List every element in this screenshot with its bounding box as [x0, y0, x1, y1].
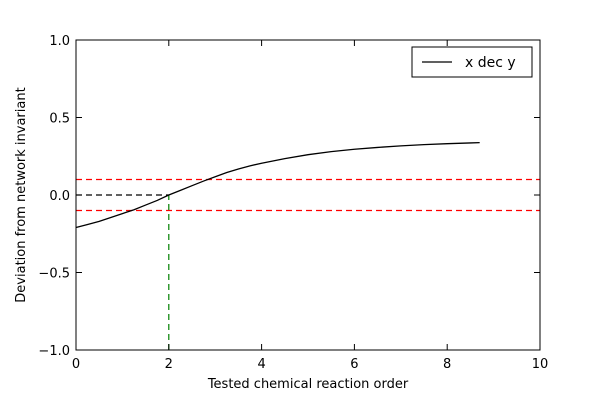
- x-axis-label: Tested chemical reaction order: [207, 377, 409, 392]
- y-tick-label: 0.5: [49, 112, 70, 127]
- y-tick-label: −1.0: [38, 344, 70, 359]
- x-tick-label: 4: [257, 357, 265, 372]
- series-line-0: [75, 141, 480, 229]
- y-tick-label: −0.5: [38, 267, 70, 282]
- x-tick-label: 2: [165, 357, 173, 372]
- x-axis: 0 2 4 6 8 10: [72, 40, 548, 372]
- plot-area: [76, 40, 540, 350]
- x-tick-label: 6: [350, 357, 358, 372]
- x-tick-label: 0: [72, 357, 80, 372]
- legend-entry: x dec y: [465, 55, 516, 71]
- y-tick-label: 0.0: [49, 189, 70, 204]
- x-tick-label: 10: [532, 357, 549, 372]
- y-tick-label: 1.0: [49, 34, 70, 49]
- reference-lines: [76, 178, 540, 350]
- y-axis: 1.0 0.5 0.0 −0.5 −1.0: [38, 34, 540, 359]
- y-axis-label: Deviation from network invariant: [14, 87, 29, 302]
- legend: x dec y: [411, 46, 533, 78]
- x-tick-label: 8: [443, 357, 451, 372]
- series-layer: [75, 141, 480, 229]
